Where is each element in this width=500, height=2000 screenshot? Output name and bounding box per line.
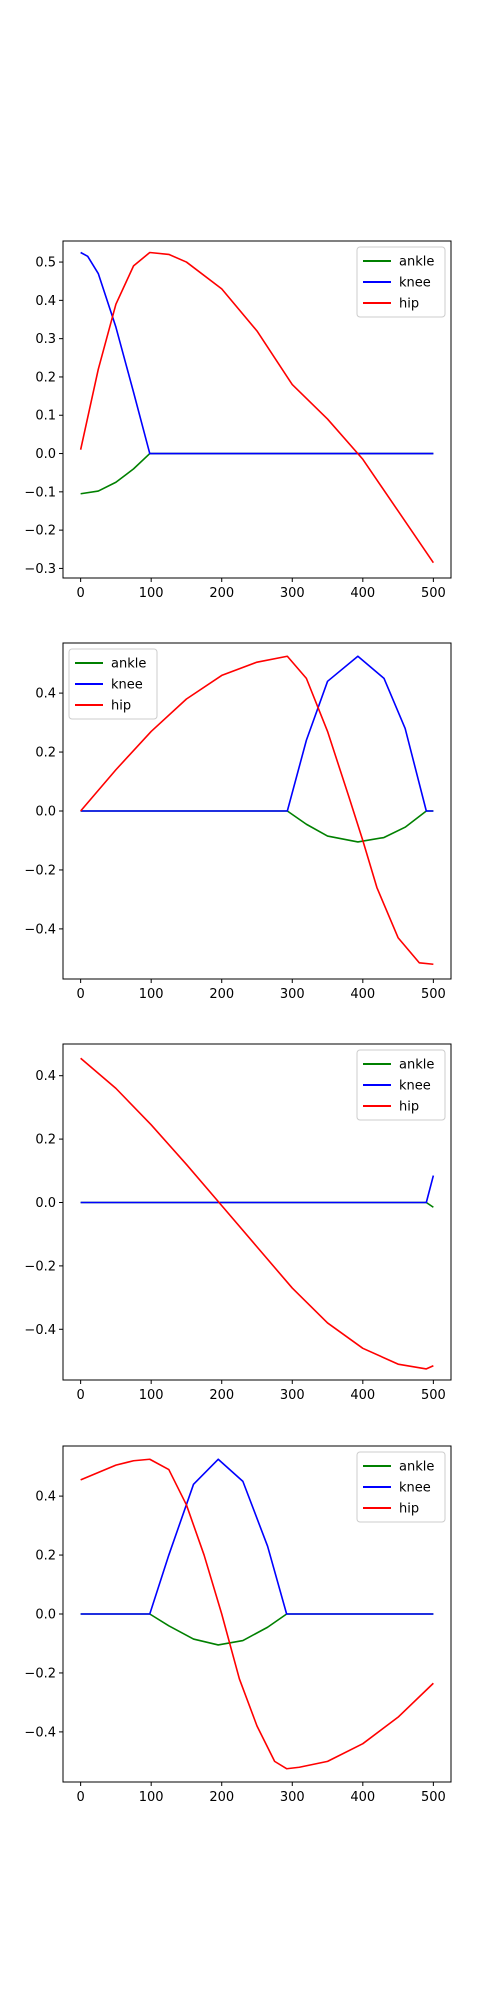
- y-tick-label: −0.3: [24, 562, 56, 577]
- x-tick-label: 0: [76, 987, 84, 1002]
- y-tick-label: 0.4: [35, 1490, 56, 1505]
- x-tick-label: 500: [421, 586, 446, 601]
- series-line-hip: [80, 655, 434, 966]
- x-tick-label: 0: [76, 1388, 84, 1403]
- y-tick-label: −0.2: [24, 1666, 56, 1681]
- x-tick-label: 500: [421, 1790, 446, 1805]
- legend-label-ankle: ankle: [399, 1058, 434, 1073]
- x-tick-label: 300: [280, 1790, 305, 1805]
- series-line-knee: [80, 1458, 434, 1615]
- y-tick-label: −0.4: [24, 1323, 56, 1338]
- y-tick-label: 0.2: [35, 746, 56, 761]
- axes-frame: [62, 1043, 452, 1381]
- x-tick-label: 400: [350, 1790, 375, 1805]
- series-line-hip: [80, 1458, 434, 1770]
- y-tick-label: −0.4: [24, 1725, 56, 1740]
- x-tick-label: 100: [139, 987, 164, 1002]
- x-tick-label: 100: [139, 1790, 164, 1805]
- legend-label-knee: knee: [111, 678, 143, 693]
- series-line-hip: [79, 251, 435, 564]
- x-tick-label: 200: [209, 1388, 234, 1403]
- y-tick-label: −0.4: [24, 922, 56, 937]
- x-tick-label: 0: [76, 586, 84, 601]
- y-tick-label: 0.0: [35, 805, 56, 820]
- x-tick-label: 100: [139, 1388, 164, 1403]
- x-tick-label: 500: [421, 1388, 446, 1403]
- y-tick-label: 0.3: [35, 332, 56, 347]
- legend-label-hip: hip: [399, 297, 419, 312]
- y-tick-label: 0.2: [35, 370, 56, 385]
- series-line-ankle: [80, 1613, 434, 1646]
- y-tick-label: 0.4: [35, 1069, 56, 1084]
- series-line-ankle: [80, 452, 434, 495]
- x-tick-label: 200: [209, 586, 234, 601]
- legend: ankle knee hip: [356, 1451, 446, 1523]
- y-tick-label: 0.0: [35, 1608, 56, 1623]
- axes-frame: [62, 240, 452, 579]
- legend: ankle knee hip: [356, 1049, 446, 1121]
- x-tick-label: 500: [421, 987, 446, 1002]
- legend-label-hip: hip: [399, 1100, 419, 1115]
- y-tick-label: −0.1: [24, 485, 56, 500]
- series-line-ankle: [80, 810, 434, 843]
- legend-label-ankle: ankle: [399, 255, 434, 270]
- x-tick-label: 0: [76, 1790, 84, 1805]
- legend-box: [356, 1049, 446, 1121]
- legend-box: [356, 1451, 446, 1523]
- chart-panel-1: 0 100 200 300 400 500 −0.3 −0.2 −0.1 0.0 0.1 0.2 0.3…: [24, 240, 452, 601]
- legend-label-ankle: ankle: [111, 657, 146, 672]
- x-tick-label: 200: [209, 987, 234, 1002]
- y-tick-label: −0.2: [24, 1259, 56, 1274]
- chart-panel-3: 0 100 200 300 400 500 −0.4 −0.2 0.0 0.2 0.4 ankle kn…: [24, 1043, 452, 1403]
- x-tick-label: 400: [350, 586, 375, 601]
- legend: ankle knee hip: [356, 246, 446, 318]
- y-tick-label: 0.0: [35, 1196, 56, 1211]
- y-tick-label: 0.4: [35, 294, 56, 309]
- y-tick-label: 0.2: [35, 1133, 56, 1148]
- y-tick-label: 0.0: [35, 447, 56, 462]
- x-tick-label: 300: [280, 1388, 305, 1403]
- x-tick-label: 200: [209, 1790, 234, 1805]
- legend-label-knee: knee: [399, 276, 431, 291]
- series-line-knee: [80, 1175, 435, 1204]
- x-tick-label: 400: [350, 1388, 375, 1403]
- x-tick-label: 100: [139, 586, 164, 601]
- x-tick-label: 300: [280, 586, 305, 601]
- series-line-hip: [80, 1057, 434, 1370]
- y-tick-label: 0.5: [35, 256, 56, 271]
- legend-label-hip: hip: [111, 699, 131, 714]
- legend-label-knee: knee: [399, 1481, 431, 1496]
- y-tick-label: −0.2: [24, 863, 56, 878]
- y-tick-label: −0.2: [24, 524, 56, 539]
- chart-panel-2: 0 100 200 300 400 500 −0.4 −0.2 0.0 0.2 0.4 ankle kn…: [24, 642, 452, 1002]
- y-tick-label: 0.4: [35, 687, 56, 702]
- series-line-knee: [80, 251, 434, 455]
- x-tick-label: 400: [350, 987, 375, 1002]
- x-tick-label: 300: [280, 987, 305, 1002]
- legend-box: [356, 246, 446, 318]
- legend: ankle knee hip: [68, 648, 158, 720]
- legend-label-ankle: ankle: [399, 1460, 434, 1475]
- legend-label-hip: hip: [399, 1502, 419, 1517]
- chart-panel-4: 0 100 200 300 400 500 −0.4 −0.2 0.0 0.2 0.4 ankle kn…: [24, 1445, 452, 1805]
- y-tick-label: 0.1: [35, 409, 56, 424]
- y-tick-label: 0.2: [35, 1549, 56, 1564]
- legend-label-knee: knee: [399, 1079, 431, 1094]
- legend-box: [68, 648, 158, 720]
- series-line-knee: [80, 655, 434, 812]
